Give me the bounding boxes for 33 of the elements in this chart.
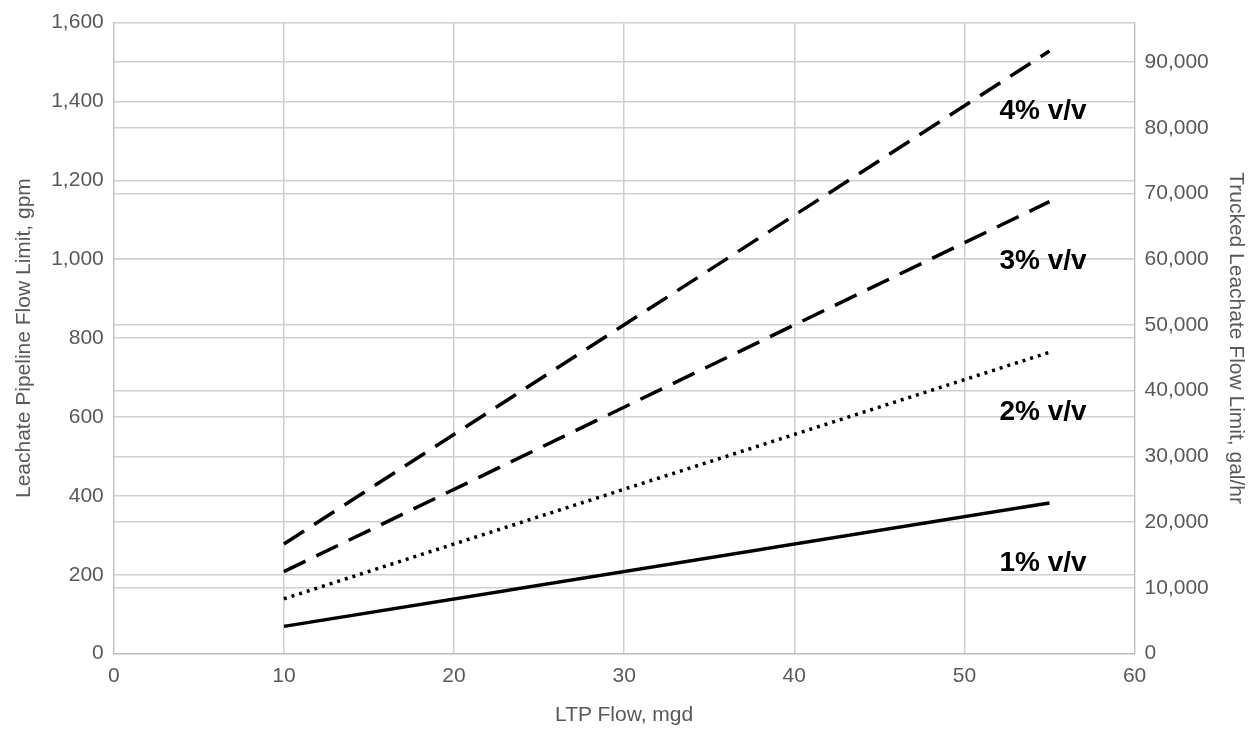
y-tick-label: 400 [68,482,104,506]
y2-axis-title: Trucked Leachate Flow Limit, gal/hr [1225,172,1249,505]
y2-tick-label: 70,000 [1144,180,1209,204]
x-tick-label: 40 [782,663,806,686]
y-tick-label: 0 [92,640,104,664]
y2-tick-label: 80,000 [1144,114,1209,138]
y2-tick-label: 20,000 [1144,508,1209,532]
y-tick-label: 800 [68,324,104,348]
x-tick-label: 30 [612,663,636,686]
y-tick-label: 1,600 [51,9,104,33]
y-tick-label: 1,400 [51,88,104,112]
y2-tick-label: 30,000 [1144,443,1209,467]
series-label: 4% v/v [999,93,1088,125]
series-label: 1% v/v [999,545,1088,577]
y2-tick-label: 90,000 [1144,48,1209,72]
y2-tick-label: 40,000 [1144,377,1209,401]
y-axis-title: Leachate Pipeline Flow Limit, gpm [11,178,35,499]
x-tick-label: 50 [952,663,977,686]
y2-tick-label: 0 [1144,640,1157,664]
y-tick-label: 1,200 [51,167,104,191]
y-tick-label: 600 [68,403,104,427]
y2-tick-label: 10,000 [1144,574,1209,598]
y-tick-label: 1,000 [51,246,104,270]
x-axis-title: LTP Flow, mgd [555,702,694,726]
x-tick-label: 10 [272,663,296,686]
x-tick-label: 60 [1122,663,1147,686]
x-tick-label: 0 [107,663,120,686]
y2-tick-label: 60,000 [1144,246,1209,270]
series-label: 2% v/v [999,395,1088,427]
series-label: 3% v/v [999,244,1088,276]
x-tick-label: 20 [442,663,466,686]
y-tick-label: 200 [68,561,104,585]
y2-tick-label: 50,000 [1144,311,1209,335]
